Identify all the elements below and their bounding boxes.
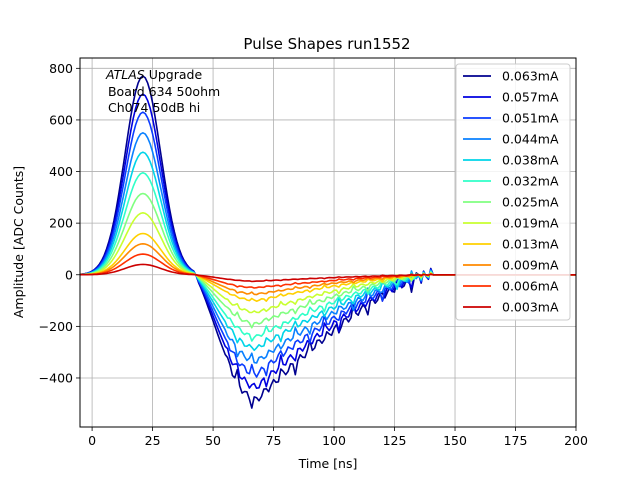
- legend-box: [455, 63, 571, 321]
- atlas-label: ATLAS: [105, 67, 145, 82]
- x-tick-label: 175: [504, 433, 528, 448]
- legend-entry: 0.009mA: [502, 258, 559, 273]
- y-tick-label: −400: [39, 370, 73, 385]
- annotation-line-2: Board 634 50ohm: [104, 84, 220, 99]
- legend-entry: 0.057mA: [502, 90, 559, 105]
- x-tick-label: 0: [88, 433, 96, 448]
- y-tick-label: 0: [65, 267, 73, 282]
- y-tick-label: 400: [49, 164, 73, 179]
- legend-entry: 0.051mA: [502, 111, 559, 126]
- y-tick-label: 800: [49, 61, 73, 76]
- annotation-line-3: Ch074 50dB hi: [104, 100, 200, 115]
- legend-entry: 0.025mA: [502, 195, 559, 210]
- y-tick-label: −200: [39, 319, 73, 334]
- x-tick-label: 150: [443, 433, 467, 448]
- x-tick-label: 25: [145, 433, 161, 448]
- plot-frame: [79, 57, 577, 428]
- y-tick-label: 600: [49, 112, 73, 127]
- legend: 0.063mA 0.057mA 0.051mA 0.044mA 0.038mA 0.032…: [455, 63, 571, 321]
- x-tick-label: 75: [266, 433, 282, 448]
- legend-entry: 0.038mA: [502, 153, 559, 168]
- annotation-line-1: ATLAS Upgrade: [105, 67, 202, 82]
- upgrade-label: Upgrade: [145, 67, 203, 82]
- y-axis-label: Amplitude [ADC Counts]: [11, 166, 26, 318]
- x-tick-label: 50: [205, 433, 221, 448]
- legend-entry: 0.013mA: [502, 237, 559, 252]
- legend-entry: 0.032mA: [502, 174, 559, 189]
- y-axis-ticks: −400 −200 0 200 400 600 800: [39, 61, 80, 385]
- legend-entry: 0.006mA: [502, 279, 559, 294]
- x-axis-label: Time [ns]: [298, 456, 358, 471]
- legend-entry: 0.044mA: [502, 132, 559, 147]
- x-tick-label: 200: [564, 433, 588, 448]
- x-tick-label: 100: [322, 433, 346, 448]
- legend-entry: 0.019mA: [502, 216, 559, 231]
- chart-title: Pulse Shapes run1552: [243, 35, 410, 53]
- legend-entry: 0.063mA: [502, 69, 559, 84]
- y-tick-label: 200: [49, 216, 73, 231]
- legend-entry: 0.003mA: [502, 300, 559, 315]
- x-tick-label: 125: [383, 433, 407, 448]
- x-axis-ticks: 0 25 50 75 100 125 150 175 200: [88, 427, 588, 448]
